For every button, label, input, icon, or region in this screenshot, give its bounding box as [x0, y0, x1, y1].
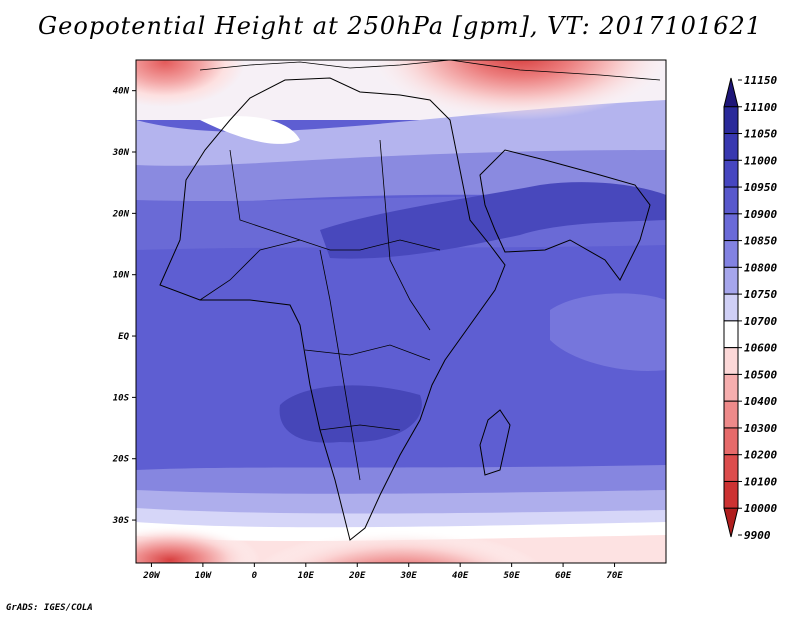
colorbar-label-3: 11000: [744, 154, 777, 167]
colorbar-swatch-6: [723, 240, 739, 268]
latitude-axis: 40N 30N 20N 10N EQ 10S 20S 30S: [112, 87, 136, 526]
colorbar-label-10: 10600: [744, 342, 777, 355]
colorbar-label-7: 10800: [744, 261, 777, 274]
colorbar-label-15: 10100: [744, 475, 777, 488]
plot-frame: [135, 59, 667, 564]
colorbar-label-8: 10750: [744, 288, 777, 301]
colorbar-swatch-13: [723, 427, 739, 456]
page-title: Geopotential Height at 250hPa [gpm], VT:…: [38, 12, 762, 40]
lat-tick-label-0: 40N: [113, 87, 130, 97]
lon-tick-label-3: 10E: [298, 571, 315, 581]
lat-tick-label-3: 10N: [113, 271, 130, 281]
lon-tick-label-7: 50E: [503, 571, 520, 581]
height-field: [136, 60, 666, 563]
colorbar-label-0: 11150: [744, 74, 777, 87]
colorbar-swatch-4: [723, 186, 739, 215]
colorbar-label-9: 10700: [744, 315, 777, 328]
colorbar-label-14: 10200: [744, 449, 777, 462]
colorbar: 11150 11100 11050 11000 10950 10900 10850 10800…: [723, 74, 777, 542]
colorbar-swatch-1: [723, 106, 739, 135]
colorbar-swatch-7: [723, 266, 739, 295]
colorbar-label-12: 10400: [744, 395, 777, 408]
colorbar-swatch-0: [723, 77, 739, 108]
lat-tick-label-5: 10S: [113, 393, 130, 403]
colorbar-swatch-2: [723, 133, 739, 161]
colorbar-label-17: 9900: [744, 529, 771, 542]
colorbar-label-1: 11100: [744, 101, 777, 114]
colorbar-swatch-12: [723, 400, 739, 429]
colorbar-swatch-5: [723, 213, 739, 242]
lon-tick-label-6: 40E: [452, 571, 469, 581]
lon-tick-label-9: 70E: [606, 571, 623, 581]
colorbar-label-5: 10900: [744, 208, 777, 221]
lon-tick-label-4: 20E: [348, 571, 366, 581]
colorbar-swatch-3: [723, 159, 739, 188]
longitude-axis: 20W 10W 0 10E 20E 30E 40E 50E 60E 70E: [142, 563, 623, 581]
colorbar-swatch-8: [723, 293, 739, 322]
lat-tick-label-4: EQ: [118, 332, 129, 342]
lat-tick-label-2: 20N: [112, 209, 130, 219]
lat-tick-label-7: 30S: [112, 516, 130, 526]
lon-tick-label-2: 0: [252, 571, 258, 581]
colorbar-swatch-15: [723, 480, 739, 509]
colorbar-label-6: 10850: [744, 235, 777, 248]
lon-tick-label-0: 20W: [142, 571, 161, 581]
colorbar-swatch-16: [723, 507, 739, 538]
colorbar-label-16: 10000: [744, 502, 777, 515]
colorbar-swatch-14: [723, 454, 739, 482]
credit-label: GrADS: IGES/COLA: [6, 603, 93, 613]
lat-tick-label-1: 30N: [112, 148, 130, 158]
lat-tick-label-6: 20S: [112, 455, 130, 465]
coastlines: [159, 60, 661, 541]
colorbar-swatch-11: [723, 373, 739, 402]
lon-tick-label-1: 10W: [195, 571, 213, 581]
colorbar-label-11: 10500: [744, 368, 777, 381]
lon-tick-label-8: 60E: [555, 571, 572, 581]
lon-tick-label-5: 30E: [400, 571, 418, 581]
colorbar-swatch-9: [723, 320, 739, 349]
colorbar-label-2: 11050: [744, 128, 777, 141]
colorbar-label-4: 10950: [744, 181, 777, 194]
colorbar-swatch-10: [723, 347, 739, 375]
colorbar-label-13: 10300: [744, 422, 777, 435]
